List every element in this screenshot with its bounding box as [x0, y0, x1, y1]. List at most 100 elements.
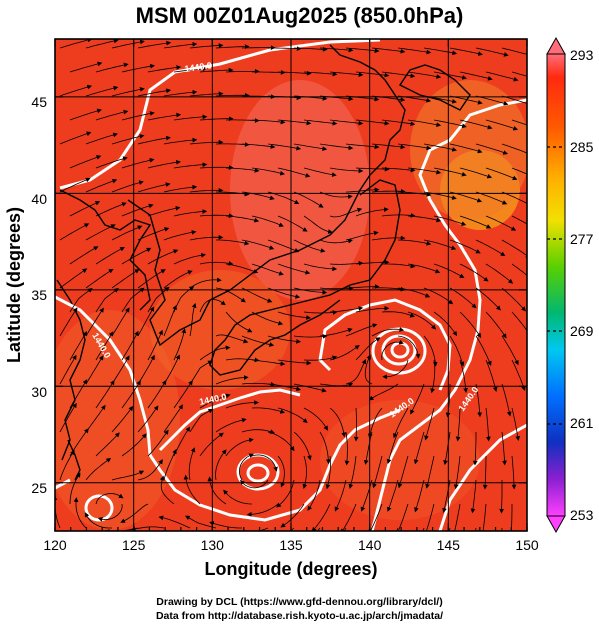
streamline [293, 191, 324, 208]
streamline [355, 207, 389, 217]
streamline [355, 166, 390, 172]
streamline [454, 503, 461, 531]
streamline [159, 475, 175, 505]
streamline [407, 215, 442, 223]
streamline [449, 143, 483, 154]
streamline [345, 230, 379, 241]
colorbar-tick-label: 261 [570, 415, 594, 431]
streamline [355, 305, 390, 313]
streamline [59, 223, 90, 241]
streamline [225, 263, 259, 274]
streamline [216, 239, 250, 246]
streamline [189, 277, 222, 289]
streamline [485, 263, 514, 284]
streamline [329, 306, 364, 313]
contour-line [59, 39, 381, 190]
streamline [485, 167, 518, 180]
streamline [121, 433, 147, 457]
streamline [386, 431, 399, 464]
streamline [293, 431, 312, 461]
streamline [459, 167, 493, 179]
streamline [215, 92, 250, 98]
streamline [183, 474, 201, 505]
streamline [121, 287, 145, 313]
streamline [277, 70, 312, 76]
streamline [407, 119, 442, 127]
streamline [475, 239, 506, 257]
streamline [95, 156, 128, 169]
streamline [267, 431, 295, 452]
streamline [355, 337, 381, 361]
y-tick-label: 40 [31, 191, 47, 207]
streamline [95, 432, 120, 457]
streamline [410, 383, 425, 415]
streamline [173, 252, 207, 265]
streamline [163, 354, 180, 385]
streamline [472, 432, 478, 466]
streamline [433, 119, 467, 129]
streamline [382, 263, 416, 269]
streamline [303, 407, 329, 431]
streamline [501, 239, 527, 259]
streamline [147, 112, 182, 121]
credit-drawing: Drawing by DCL (https://www.gfd-dennou.o… [156, 596, 443, 608]
streamline [319, 47, 354, 53]
streamline [246, 503, 279, 517]
streamline [173, 209, 208, 217]
streamline [371, 286, 406, 292]
streamline [199, 116, 234, 122]
warm-patch [410, 80, 527, 220]
streamline [85, 307, 104, 337]
streamline [95, 246, 125, 265]
streamline [381, 119, 416, 127]
streamline [381, 71, 416, 79]
streamline [396, 503, 409, 531]
streamline [485, 359, 498, 392]
streamline [360, 479, 373, 512]
streamline [485, 407, 491, 442]
streamline [303, 119, 338, 126]
streamline [111, 225, 143, 241]
streamline [345, 143, 380, 150]
streamline [225, 311, 253, 333]
streamline [345, 284, 380, 289]
streamline [475, 335, 492, 366]
x-tick-label: 130 [201, 537, 225, 553]
streamline [69, 155, 102, 169]
streamline [348, 455, 357, 489]
streamline [485, 119, 519, 131]
y-tick-label: 35 [31, 287, 47, 303]
streamline [334, 479, 347, 512]
streamline [319, 238, 353, 244]
streamline [147, 159, 181, 169]
streamline [459, 71, 493, 81]
streamline [95, 331, 114, 361]
streamline [345, 323, 378, 337]
streamline [345, 359, 367, 385]
streamline [199, 298, 226, 313]
streamline [475, 47, 509, 57]
streamline [459, 215, 492, 229]
streamline [121, 247, 152, 265]
streamline [277, 263, 311, 275]
streamline [293, 239, 326, 253]
streamline [225, 167, 260, 173]
streamline [199, 393, 231, 409]
streamline [163, 89, 198, 97]
coastlines [56, 44, 471, 481]
streamline [329, 71, 364, 77]
streamline [163, 304, 177, 337]
streamline [215, 417, 247, 433]
streamline [475, 287, 501, 311]
streamline [97, 503, 123, 522]
streamline [470, 479, 477, 514]
streamline [397, 455, 409, 489]
y-tick-labels: 25 30 35 40 45 [31, 94, 47, 496]
streamline [276, 479, 295, 508]
colorbar-max-arrow [546, 36, 566, 55]
streamline [137, 306, 155, 337]
streamline [433, 215, 467, 226]
streamline [199, 345, 231, 361]
streamline [73, 497, 87, 529]
y-tick-label: 25 [31, 480, 47, 496]
